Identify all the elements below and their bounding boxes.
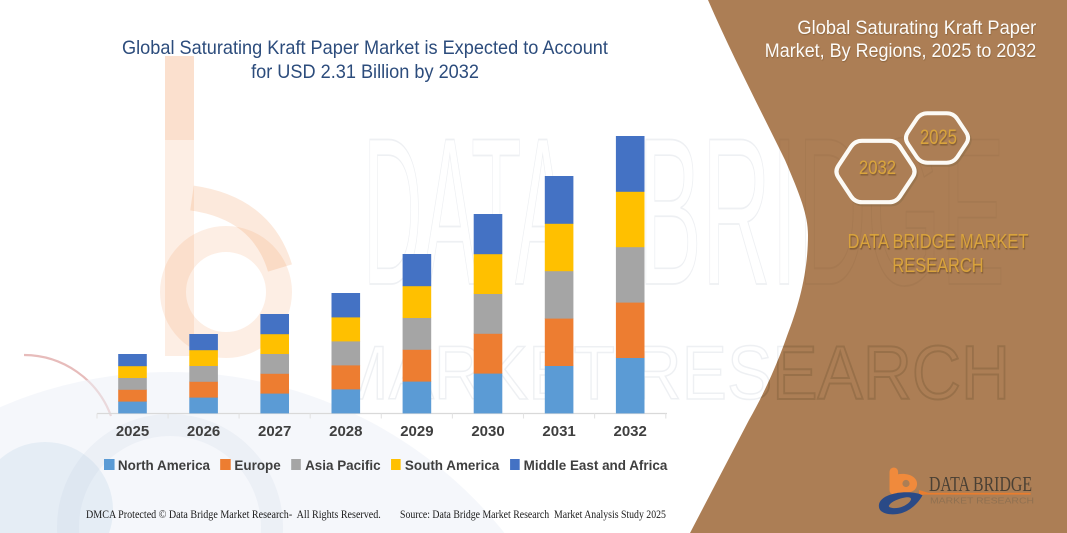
svg-text:DATA BRIDGE: DATA BRIDGE xyxy=(929,472,1032,496)
svg-text:MARKET RESEARCH: MARKET RESEARCH xyxy=(930,497,1034,506)
svg-text:DATA: DATA xyxy=(363,94,570,329)
